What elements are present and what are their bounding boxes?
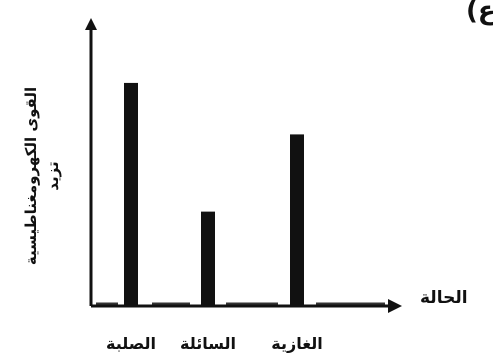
x-axis-label: الحالة	[420, 288, 468, 308]
category-label-liquid: السائلة	[179, 334, 237, 353]
category-label-solid: الصلبة	[105, 334, 157, 353]
y-axis-arrowhead	[85, 18, 97, 30]
bar-solid	[124, 82, 138, 306]
category-label-gas: الغازية	[271, 334, 323, 353]
x-axis-arrowhead	[388, 299, 402, 313]
bar-gas	[290, 134, 304, 306]
corner-label: ع)	[466, 0, 493, 26]
bar-liquid	[201, 211, 215, 306]
